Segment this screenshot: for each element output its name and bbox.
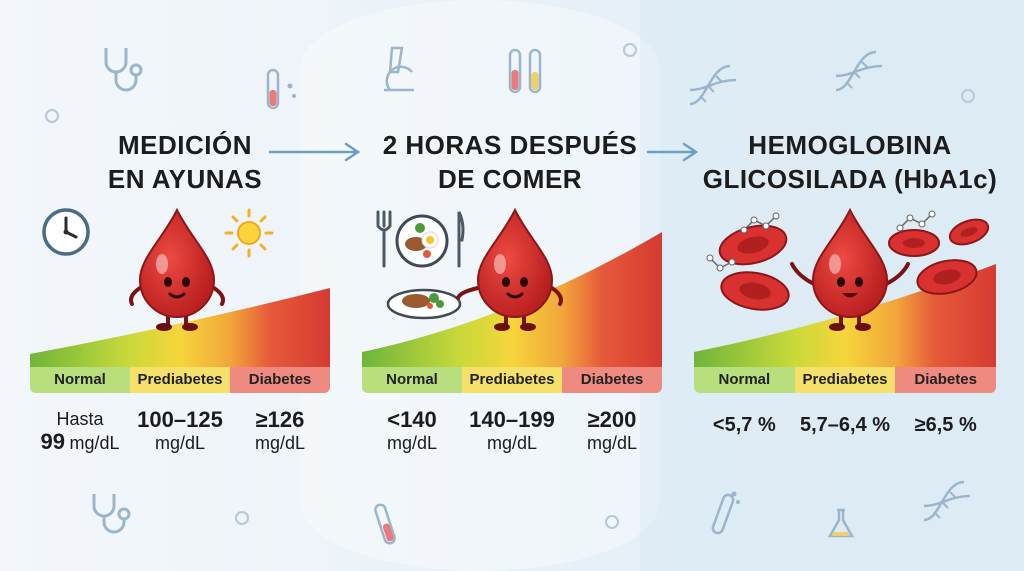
test-tube-icon: [374, 503, 396, 545]
value-number: ≥6,5 %: [914, 414, 977, 436]
value-number: 5,7–6,4 %: [799, 414, 891, 436]
value-number: 99: [40, 429, 65, 454]
panel-title: 2 HORAS DESPUÉS DE COMER: [360, 128, 660, 196]
threshold-values: Hasta 99 mg/dL 100–125 mg/dL ≥126 mg/dL: [30, 408, 330, 454]
threshold-values: <140 mg/dL 140–199 mg/dL ≥200 mg/dL: [362, 408, 662, 454]
label-normal: Normal: [694, 367, 795, 393]
bubble-icon: [605, 515, 619, 529]
category-label-bar: Normal Prediabetes Diabetes: [30, 367, 330, 393]
title-line: GLICOSILADA (HbA1c): [702, 164, 998, 194]
bubble-icon: [235, 511, 249, 525]
test-tube-icon: [508, 48, 542, 94]
red-blood-cell-icon: [916, 259, 978, 295]
value-number: <140: [387, 407, 437, 432]
category-label-bar: Normal Prediabetes Diabetes: [362, 367, 662, 393]
label-diabetes: Diabetes: [895, 367, 996, 393]
value-unit: mg/dL: [254, 433, 306, 453]
fork-icon: [376, 210, 392, 268]
value-unit: mg/dL: [69, 433, 120, 453]
value-number: ≥126: [255, 407, 305, 432]
title-line: DE COMER: [437, 164, 583, 194]
value-unit: mg/dL: [386, 433, 438, 453]
test-tube-icon: [711, 491, 740, 535]
clock-icon: [42, 208, 90, 256]
red-blood-cell-icon: [720, 271, 790, 311]
blood-drop-mascot: [129, 207, 225, 331]
molecule-icon: [896, 210, 936, 232]
value-number: ≥200: [587, 407, 637, 432]
flask-icon: [827, 508, 855, 538]
dna-icon: [923, 480, 971, 522]
value-number: 140–199: [469, 407, 555, 432]
value-prediabetes: 100–125 mg/dL: [130, 408, 230, 454]
value-unit: mg/dL: [154, 433, 206, 453]
value-unit: mg/dL: [586, 433, 638, 453]
value-unit: mg/dL: [486, 433, 538, 453]
red-blood-cell-icon: [718, 224, 788, 266]
microscope-icon: [384, 46, 414, 92]
test-tube-icon: [266, 68, 296, 110]
value-number: 100–125: [137, 407, 223, 432]
bubble-icon: [961, 89, 975, 103]
red-blood-cell-icon: [888, 229, 940, 257]
panel-title: MEDICIÓN EN AYUNAS: [40, 128, 330, 196]
stethoscope-icon: [92, 494, 131, 534]
category-label-bar: Normal Prediabetes Diabetes: [694, 367, 996, 393]
value-normal: Hasta 99 mg/dL: [30, 408, 130, 454]
blood-drop-mascot: [790, 207, 910, 331]
value-normal: <140 mg/dL: [362, 408, 462, 454]
value-prediabetes: 140–199 mg/dL: [462, 408, 562, 454]
bubble-icon: [45, 109, 59, 123]
value-diabetes: ≥200 mg/dL: [562, 408, 662, 454]
threshold-values: <5,7 % 5,7–6,4 % ≥6,5 %: [694, 412, 996, 438]
knife-icon: [457, 211, 465, 268]
arrow-right-icon: [646, 142, 699, 162]
label-diabetes: Diabetes: [230, 367, 330, 393]
panel-title: HEMOGLOBINA GLICOSILADA (HbA1c): [690, 128, 1010, 196]
title-line: HEMOGLOBINA: [748, 130, 952, 160]
value-prediabetes: 5,7–6,4 %: [795, 412, 896, 438]
red-blood-cell-icon: [948, 218, 990, 246]
stethoscope-icon: [104, 48, 143, 92]
value-normal: <5,7 %: [694, 412, 795, 438]
title-line: MEDICIÓN: [118, 130, 252, 160]
label-prediabetes: Prediabetes: [130, 367, 230, 393]
plate-food-icon: [395, 214, 449, 268]
blood-drop-mascot: [456, 207, 563, 331]
risk-gauge-ramp: [30, 288, 330, 368]
value-number: <5,7 %: [712, 414, 776, 436]
value-diabetes: ≥126 mg/dL: [230, 408, 330, 454]
value-prefix: Hasta: [56, 409, 104, 429]
title-line: 2 HORAS DESPUÉS: [382, 130, 638, 160]
sun-icon: [224, 208, 274, 258]
label-normal: Normal: [362, 367, 462, 393]
molecule-icon: [740, 212, 780, 234]
label-prediabetes: Prediabetes: [794, 367, 896, 393]
molecule-icon: [706, 254, 736, 272]
label-diabetes: Diabetes: [562, 367, 662, 393]
label-prediabetes: Prediabetes: [462, 367, 562, 393]
plate-food-icon: [386, 288, 462, 320]
risk-gauge-ramp: [362, 232, 662, 368]
arrow-right-icon: [268, 142, 361, 162]
title-line: EN AYUNAS: [107, 164, 263, 194]
bubble-icon: [623, 43, 637, 57]
dna-icon: [835, 50, 883, 92]
label-normal: Normal: [30, 367, 130, 393]
dna-icon: [689, 64, 737, 106]
value-diabetes: ≥6,5 %: [895, 412, 996, 438]
